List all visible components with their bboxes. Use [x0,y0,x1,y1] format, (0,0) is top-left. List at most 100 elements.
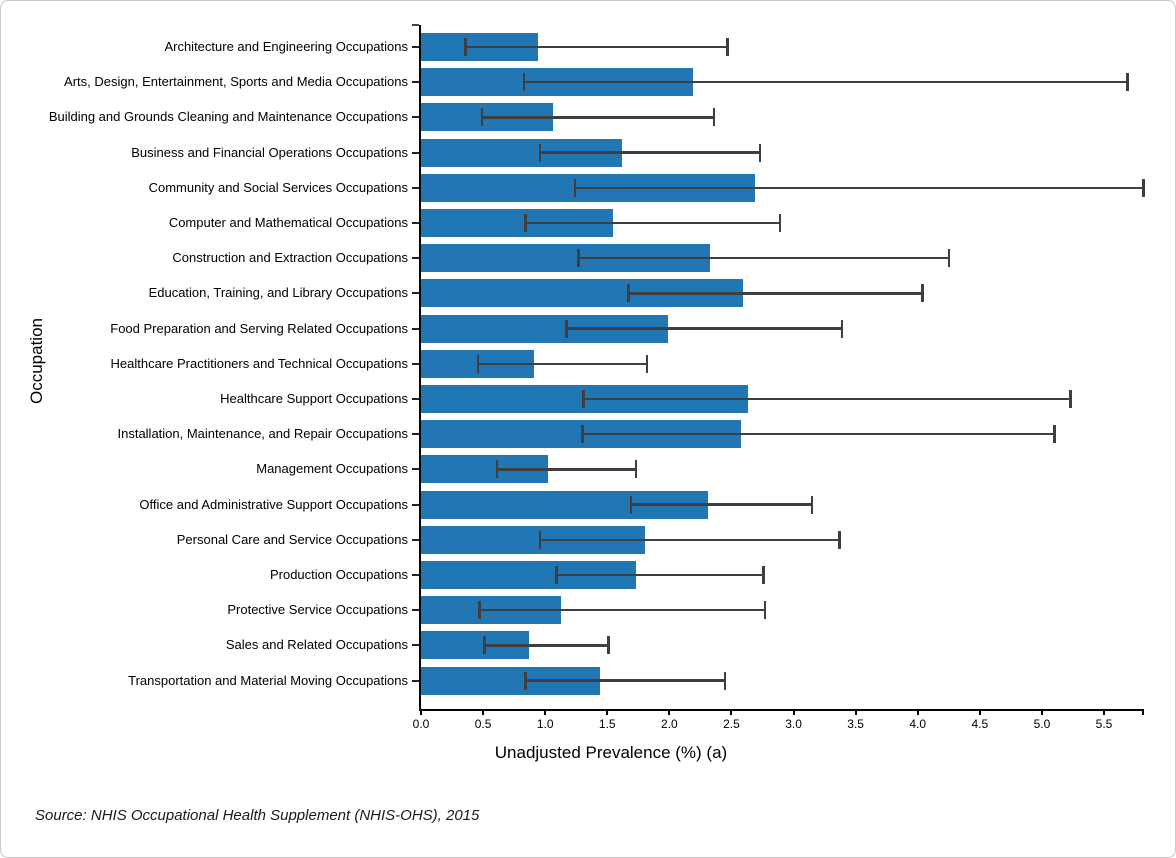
category-label: Protective Service Occupations [227,602,408,618]
x-tick-label: 1.5 [598,717,616,731]
error-bar [480,103,716,131]
y-tick [412,186,419,189]
category-label: Management Occupations [256,461,408,477]
error-bar-cap-low [538,530,542,549]
bar-row [421,173,1145,202]
error-bar-cap-high [758,143,762,162]
category-label: Arts, Design, Entertainment, Sports and … [64,74,408,90]
category-label: Construction and Extraction Occupations [172,250,408,266]
error-bar [538,526,841,554]
x-tick [792,709,795,715]
error-bar [627,279,924,307]
error-bar-cap-high [1069,390,1072,408]
error-bar-cap-high [726,38,729,56]
error-bar [476,350,649,378]
error-bar-line [495,468,638,471]
category-label: Education, Training, and Library Occupat… [148,285,408,301]
error-bar-line [577,256,951,260]
error-bar-cap-high [840,319,844,338]
x-tick-label: 1.0 [536,717,554,731]
error-bar-cap-low [555,566,558,584]
x-tick [1040,709,1043,715]
x-axis-title: Unadjusted Prevalence (%) (a) [494,743,728,762]
error-bar-line [627,292,924,295]
error-bar-line [629,503,814,506]
x-tick [482,709,485,715]
y-tick [412,398,419,400]
y-tick [412,257,419,260]
error-bar-cap-low [478,601,481,620]
category-label: Healthcare Practitioners and Technical O… [110,355,408,371]
x-tick-label: 2.0 [661,717,678,731]
bar-row [421,455,1143,484]
y-tick [412,609,419,612]
error-bar-cap-low [495,460,498,479]
error-bar-cap-low [627,284,630,303]
x-tick-label: 5.0 [1033,717,1051,731]
error-bar-cap-high [778,214,782,232]
y-tick [412,503,419,506]
error-bar-cap-high [838,530,841,549]
error-bar-line [555,573,765,577]
error-bar [581,420,1056,448]
category-label: Business and Financial Operations Occupa… [131,144,408,160]
bar-row [421,138,1143,167]
error-bar-cap-high [634,460,638,479]
bar-row [421,490,1143,519]
error-bar [522,68,1129,96]
x-tick-label: 3.0 [785,717,802,731]
x-tick [1103,709,1106,715]
error-bar-cap-high [947,249,951,268]
category-label: Installation, Maintenance, and Repair Oc… [117,426,408,442]
y-tick [412,151,419,154]
error-bar-cap-low [565,319,568,338]
bar-row [421,385,1143,413]
x-tick [420,709,422,715]
error-bar-line [538,538,841,542]
bar-row [421,279,1143,308]
category-label: Production Occupations [269,567,408,582]
error-bar-line [582,397,1072,401]
error-bar [555,561,765,589]
bar-row [421,68,1143,97]
error-bar-line [565,327,844,330]
x-tick-label: 4.5 [971,717,989,731]
error-bar-cap-low [582,390,585,408]
category-label: Food Preparation and Serving Related Occ… [110,320,408,336]
error-bar-line [524,679,727,682]
error-bar [524,209,782,237]
error-bar-line [476,362,649,366]
bar-row [421,525,1143,554]
x-axis-end-tick [1142,709,1144,715]
source-note: Source: NHIS Occupational Health Supplem… [35,807,480,824]
error-bar-cap-high [1126,73,1129,92]
error-bar-cap-low [629,495,633,514]
error-bar-cap-low [476,354,480,373]
error-bar-cap-high [810,495,814,514]
error-bar-line [522,80,1129,84]
bar-row [421,631,1143,660]
y-tick [412,644,419,647]
error-bar-line [524,221,782,225]
error-bar [464,33,729,61]
category-label: Healthcare Support Occupations [220,391,408,406]
bar-row [421,561,1143,589]
error-bar [524,667,727,695]
y-tick [412,679,419,682]
error-bar [582,385,1072,413]
bar-row [421,209,1143,237]
y-tick [412,46,419,48]
error-bar [538,139,762,167]
error-bar-line [464,45,729,49]
error-bar-line [581,432,1056,436]
error-bar-line [483,644,610,647]
category-label: Transportation and Material Moving Occup… [128,672,408,688]
y-axis-title: Occupation [27,318,46,404]
error-bar-cap-high [723,671,727,690]
x-tick [854,709,857,715]
x-tick-label: 2.5 [723,717,740,731]
bar-row [421,244,1143,273]
error-bar [629,491,814,519]
y-tick [412,362,419,365]
